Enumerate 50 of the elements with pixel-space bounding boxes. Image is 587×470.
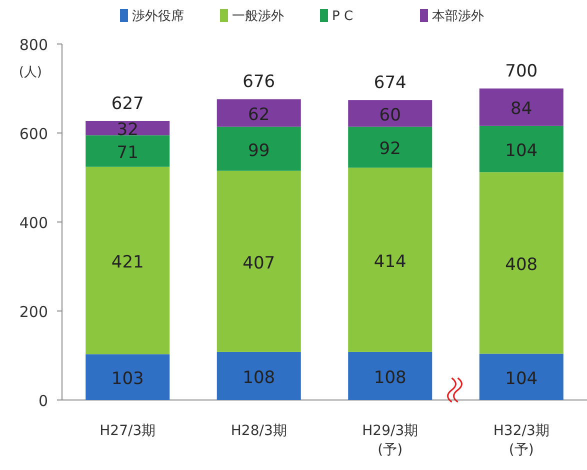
bar	[86, 120, 170, 136]
x-tick-label: H32/3期 (予)	[493, 423, 550, 458]
y-tick-label: 400	[19, 214, 48, 232]
data-label: 71	[116, 143, 138, 164]
data-label: 421	[111, 252, 144, 272]
bar	[216, 170, 301, 352]
data-label: 99	[248, 140, 270, 161]
bar	[479, 172, 564, 354]
bar	[216, 99, 301, 127]
y-tick-label: 600	[19, 125, 48, 143]
data-label: 84	[510, 99, 532, 120]
bar	[348, 100, 432, 127]
data-label: 104	[505, 368, 538, 389]
data-label: 92	[379, 139, 401, 160]
bar	[216, 352, 301, 400]
y-tick-label: 800	[19, 36, 48, 54]
data-label: 32	[116, 120, 138, 140]
data-label: 104	[505, 141, 538, 162]
bar	[479, 88, 564, 126]
y-tick-label: 0	[38, 392, 48, 410]
data-label: 407	[242, 253, 276, 274]
x-tick-label: H28/3期	[230, 423, 287, 439]
bar	[348, 352, 432, 400]
y-tick-label: 200	[19, 303, 48, 321]
bar	[479, 354, 564, 400]
total-label: 674	[374, 73, 406, 94]
data-label: 60	[379, 105, 401, 126]
x-tick-label: H27/3期	[100, 423, 156, 439]
bar	[86, 354, 170, 400]
data-label: 62	[248, 104, 270, 125]
bar	[86, 166, 170, 354]
legend-label: 本部渉外	[432, 9, 484, 24]
bar	[86, 135, 170, 167]
legend-label: 一般渉外	[232, 9, 284, 24]
data-label: 414	[374, 252, 406, 272]
data-label: 108	[242, 368, 276, 388]
bar	[348, 168, 432, 352]
legend-label: P C	[332, 9, 354, 24]
bar	[479, 126, 564, 172]
y-axis-title: (人)	[18, 65, 42, 80]
total-label: 627	[111, 94, 144, 114]
data-label: 103	[111, 369, 144, 390]
total-label: 700	[505, 62, 538, 82]
bar	[216, 126, 301, 171]
total-label: 676	[242, 72, 276, 92]
legend-label: 渉外役席	[132, 8, 184, 24]
bar	[348, 126, 432, 168]
x-tick-label: H29/3期 (予)	[362, 423, 418, 458]
data-label: 108	[374, 368, 406, 388]
data-label: 408	[505, 254, 538, 275]
